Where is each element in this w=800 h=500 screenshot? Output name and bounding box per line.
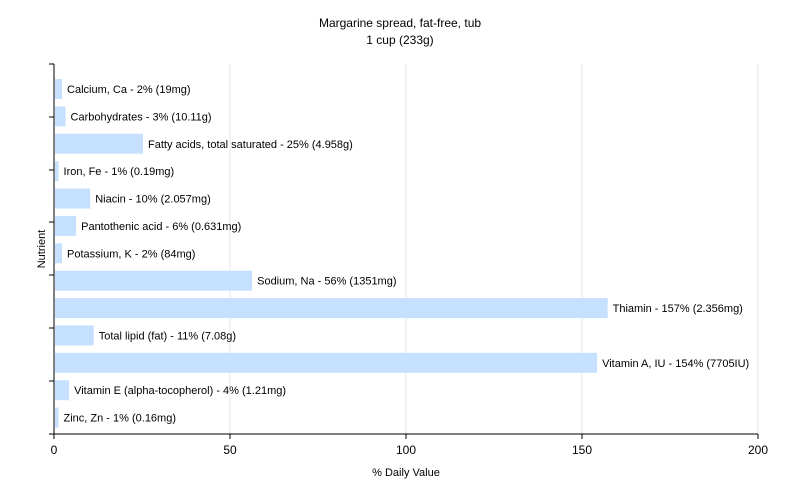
x-tick-label: 0 [51, 443, 58, 457]
bar-data-label: Vitamin A, IU - 154% (7705IU) [602, 358, 749, 370]
x-tick-label: 150 [572, 443, 592, 457]
bar [55, 188, 91, 209]
x-tick-label: 200 [748, 443, 768, 457]
bar-data-label: Pantothenic acid - 6% (0.631mg) [81, 221, 241, 233]
bar-data-label: Niacin - 10% (2.057mg) [95, 194, 211, 206]
bar-data-label: Iron, Fe - 1% (0.19mg) [64, 166, 175, 178]
bar [55, 106, 66, 127]
bar-data-label: Sodium, Na - 56% (1351mg) [257, 276, 396, 288]
chart-title: Margarine spread, fat-free, tub [319, 16, 481, 30]
bar-data-label: Zinc, Zn - 1% (0.16mg) [64, 413, 176, 425]
bar [55, 215, 77, 236]
y-axis-label: Nutrient [36, 230, 48, 269]
bar-data-label: Calcium, Ca - 2% (19mg) [67, 84, 190, 96]
grid-lines [229, 64, 759, 434]
bar [55, 79, 63, 99]
bar-data-label: Total lipid (fat) - 11% (7.08g) [99, 330, 236, 342]
bar [55, 270, 253, 291]
bar-data-label: Vitamin E (alpha-tocopherol) - 4% (1.21m… [74, 385, 286, 397]
bars [55, 79, 608, 428]
chart-subtitle: 1 cup (233g) [366, 33, 433, 47]
bar-data-label: Potassium, K - 2% (84mg) [67, 248, 195, 260]
y-ticks [49, 63, 54, 435]
bar [55, 407, 59, 428]
x-tick-label: 50 [223, 443, 237, 457]
x-tick-label: 100 [396, 443, 416, 457]
bar-labels: Calcium, Ca - 2% (19mg) Carbohydrates - 3… [64, 84, 750, 425]
bar-data-label: Carbohydrates - 3% (10.11g) [71, 111, 212, 123]
bar [55, 161, 59, 182]
bar [55, 380, 70, 401]
bar-data-label: Thiamin - 157% (2.356mg) [613, 303, 743, 315]
bar-data-label: Fatty acids, total saturated - 25% (4.95… [148, 139, 353, 151]
bar [55, 352, 598, 373]
bar [55, 298, 608, 319]
bar [55, 243, 63, 264]
bar [55, 325, 94, 346]
x-axis-label: % Daily Value [372, 467, 440, 479]
bar [55, 133, 143, 154]
x-ticks: 0 50 100 150 200 [51, 434, 768, 457]
